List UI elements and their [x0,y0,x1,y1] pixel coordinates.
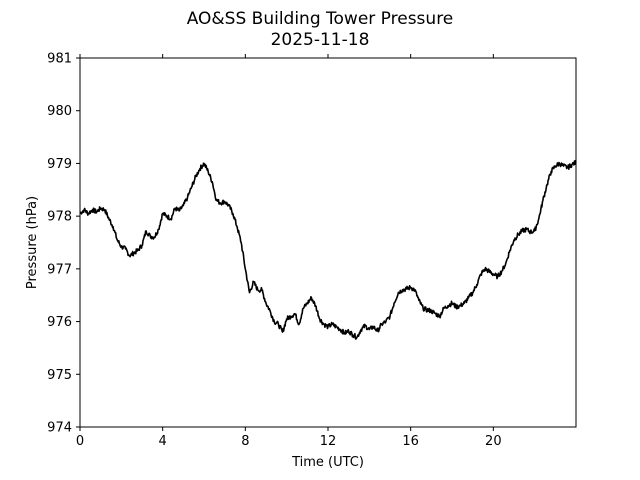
chart-title: AO&SS Building Tower Pressure [187,9,454,29]
y-tick-label: 981 [47,52,72,67]
y-tick-label: 978 [47,210,72,225]
x-tick-label: 4 [159,434,167,449]
y-tick-label: 976 [47,315,72,330]
x-tick-label: 16 [402,434,419,449]
y-tick-label: 975 [47,368,72,383]
plot-area-frame [79,57,577,428]
y-tick-label: 977 [47,262,72,277]
x-tick-label: 8 [241,434,249,449]
pressure-series-line [79,159,577,340]
x-tick-label: 20 [485,434,502,449]
x-tick-label: 0 [76,434,84,449]
x-axis: 0 4 8 12 16 20 [76,54,502,449]
x-axis-label: Time (UTC) [291,455,364,470]
y-tick-label: 979 [47,157,72,172]
x-tick-label: 12 [320,434,337,449]
y-axis-label: Pressure (hPa) [25,196,40,289]
y-tick-label: 974 [47,421,72,436]
y-tick-label: 980 [47,104,72,119]
chart-subtitle: 2025-11-18 [271,30,370,50]
y-axis: 974 975 976 977 978 979 980 981 [47,52,80,436]
